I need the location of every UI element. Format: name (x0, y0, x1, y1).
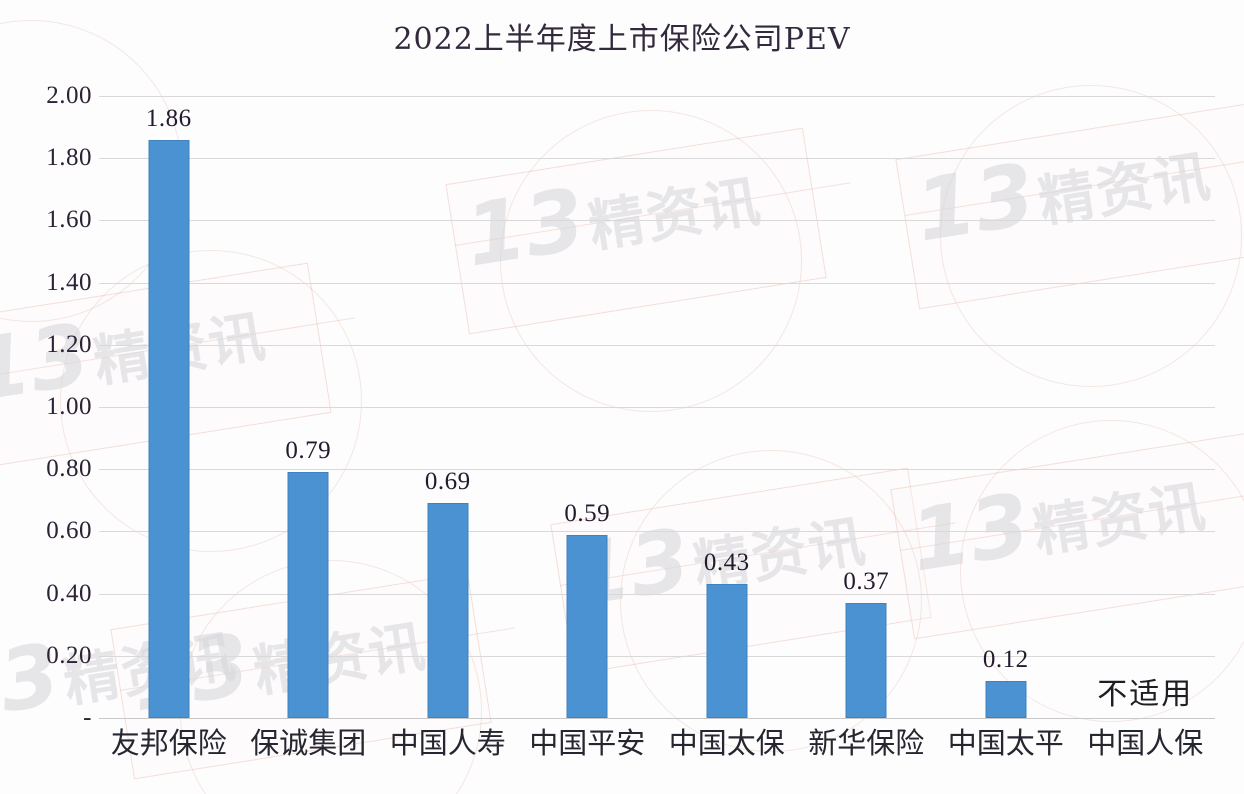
bar-value-label: 0.69 (424, 468, 471, 496)
x-axis-tick-label: 中国平安 (529, 726, 646, 760)
gridline (99, 655, 1215, 657)
y-axis-tick-label: 1.40 (46, 268, 92, 296)
y-axis-tick-label: 0.60 (46, 517, 92, 545)
x-axis-tick-label: 新华保险 (808, 726, 925, 760)
bar-value-label: 1.86 (145, 104, 192, 132)
y-axis-tick-label: 1.00 (46, 393, 92, 420)
bar-value-label: 0.59 (564, 499, 611, 527)
x-axis-tick-label: 中国人保 (1087, 726, 1204, 760)
y-axis-tick-label: 0.40 (46, 579, 92, 607)
gridline (99, 282, 1215, 284)
gridline (99, 344, 1215, 346)
y-axis: 2.00 1.80 1.60 1.40 1.20 1.00 0.80 0.60 0.40 0.20… (0, 83, 92, 730)
gridline (99, 531, 1215, 533)
y-axis-tick-label: 1.60 (46, 206, 92, 234)
x-axis-tick-label: 中国太保 (668, 726, 785, 760)
chart-title: 2022上半年度上市保险公司PEV (393, 22, 851, 57)
gridline (99, 718, 1215, 719)
x-axis-tick-label: 中国人寿 (389, 726, 506, 760)
bar-group[interactable]: 0.59 (518, 96, 658, 718)
gridline (99, 469, 1215, 471)
bar-group[interactable]: 0.69 (378, 96, 518, 718)
gridline (99, 158, 1215, 160)
gridline (99, 96, 1215, 97)
bar-group[interactable]: 0.12 (936, 96, 1076, 718)
x-axis-tick-label: 保诚集团 (250, 726, 367, 760)
x-axis-tick-label: 友邦保险 (110, 726, 227, 760)
bar[interactable] (427, 503, 469, 718)
bar-group[interactable]: 1.86 (99, 96, 239, 718)
gridline (99, 220, 1215, 222)
bar[interactable] (845, 602, 887, 718)
y-axis-tick-label: 1.80 (46, 144, 92, 172)
gridline (99, 407, 1215, 408)
plot-area (99, 96, 1215, 719)
bar-value-label: 0.12 (982, 645, 1029, 673)
y-axis-tick-label: 1.20 (46, 330, 92, 358)
bars-layer: 1.86 0.79 0.69 0.59 0.43 0.37 0.12 不适用 (99, 96, 1215, 718)
bar[interactable] (706, 584, 748, 718)
bar[interactable] (566, 534, 608, 718)
bar-group[interactable]: 不适用 (1076, 96, 1216, 718)
x-axis-tick-label: 中国太平 (947, 726, 1064, 760)
bar-value-label: 0.43 (703, 549, 750, 577)
not-applicable-label: 不适用 (1097, 677, 1194, 712)
y-axis-tick-label: 2.00 (46, 82, 92, 109)
bar-group[interactable]: 0.37 (797, 96, 937, 718)
bar[interactable] (985, 680, 1027, 718)
x-axis: 友邦保险 保诚集团 中国人寿 中国平安 中国太保 新华保险 中国太平 中国人保 (99, 726, 1215, 776)
y-axis-tick-label: 0.80 (46, 455, 92, 483)
bar-value-label: 0.79 (285, 437, 332, 465)
y-axis-tick-label: 0.20 (46, 641, 92, 669)
bar-group[interactable]: 0.43 (657, 96, 797, 718)
bar-value-label: 0.37 (843, 567, 890, 595)
bar[interactable] (148, 139, 190, 718)
bar-group[interactable]: 0.79 (239, 96, 379, 718)
gridline (99, 593, 1215, 595)
bar[interactable] (287, 472, 329, 718)
y-axis-tick-label: - (83, 704, 92, 731)
